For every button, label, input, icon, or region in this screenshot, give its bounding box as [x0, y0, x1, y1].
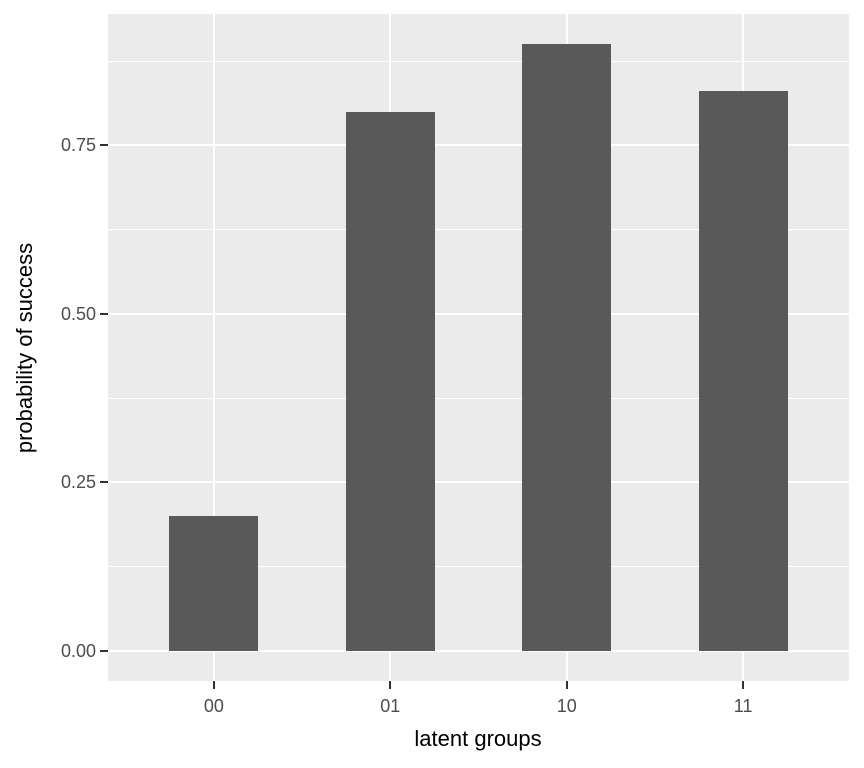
- plot-panel: [108, 14, 849, 681]
- x-tick-label: 00: [203, 696, 224, 716]
- x-tick-mark: [389, 681, 392, 689]
- y-tick-mark: [100, 312, 108, 315]
- h-gridline-minor: [108, 60, 849, 62]
- v-gridline-major: [212, 14, 215, 681]
- x-tick-mark: [742, 681, 745, 689]
- h-gridline-major: [108, 481, 849, 484]
- x-tick-mark: [212, 681, 215, 689]
- y-tick-mark: [100, 481, 108, 484]
- bar-10: [522, 44, 612, 651]
- bar-00: [169, 515, 259, 651]
- x-tick-label: 10: [556, 696, 577, 716]
- h-gridline-minor: [108, 565, 849, 567]
- y-axis-title: probability of success: [12, 242, 37, 454]
- x-tick-mark: [565, 681, 568, 689]
- h-gridline-major: [108, 312, 849, 315]
- y-tick-label: 0.50: [60, 303, 96, 324]
- x-tick-label: 01: [380, 696, 401, 716]
- y-tick-label: 0.75: [60, 135, 96, 156]
- h-gridline-major: [108, 144, 849, 147]
- y-tick-mark: [100, 649, 108, 652]
- y-tick-label: 0.00: [60, 640, 96, 661]
- h-gridline-major: [108, 649, 849, 652]
- x-tick-label: 11: [733, 696, 753, 716]
- x-axis-title: latent groups: [414, 726, 542, 751]
- y-tick-label: 0.25: [60, 472, 96, 493]
- y-tick-mark: [100, 144, 108, 147]
- h-gridline-minor: [108, 397, 849, 399]
- bar-11: [698, 91, 788, 651]
- h-gridline-minor: [108, 229, 849, 231]
- bar-01: [345, 111, 435, 651]
